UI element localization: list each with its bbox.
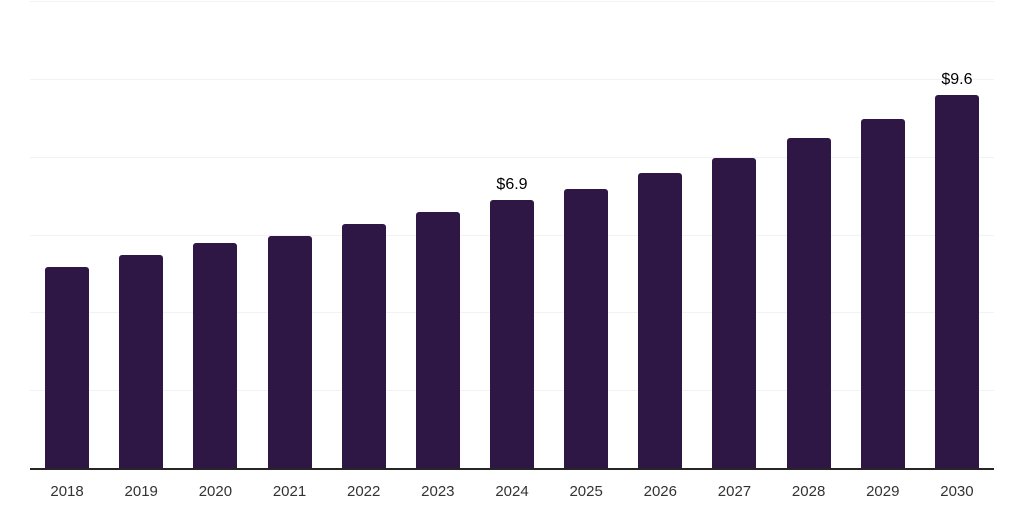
- bar-2030: [934, 95, 979, 469]
- bar-2021: [267, 235, 312, 469]
- value-label-2030: $9.6: [941, 71, 973, 89]
- x-tick-label-2027: 2027: [717, 483, 752, 500]
- gridline-y8: [30, 156, 994, 158]
- x-tick-label-2028: 2028: [791, 483, 826, 500]
- x-tick-label-2023: 2023: [421, 483, 455, 500]
- x-axis-line: [30, 468, 994, 470]
- bar-2023: [415, 212, 460, 469]
- x-tick-label-2018: 2018: [50, 483, 84, 500]
- bar-2028: [786, 138, 831, 469]
- gridline-y12: [30, 1, 994, 2]
- bar-2020: [193, 243, 238, 469]
- gridline-y10: [30, 78, 994, 80]
- bar-2027: [712, 157, 757, 469]
- x-tick-label-2029: 2029: [866, 483, 900, 500]
- x-tick-label-2026: 2026: [643, 483, 677, 500]
- x-tick-label-2022: 2022: [347, 483, 381, 500]
- x-tick-label-2024: 2024: [495, 483, 529, 500]
- bar-2026: [638, 173, 683, 469]
- bar-2022: [341, 223, 386, 469]
- x-tick-label-2020: 2020: [198, 483, 233, 500]
- plot-area: $6.9 $9.6: [30, 1, 994, 470]
- x-tick-label-2019: 2019: [124, 483, 158, 500]
- x-tick-label-2021: 2021: [272, 483, 307, 500]
- value-label-2024: $6.9: [496, 176, 528, 194]
- bar-2024: [490, 200, 534, 469]
- bar-2025: [564, 188, 609, 469]
- x-tick-label-2030: 2030: [940, 483, 974, 500]
- bar-2019: [119, 254, 164, 469]
- bar-2018: [45, 266, 90, 469]
- bar-2029: [860, 118, 905, 469]
- x-tick-label-2025: 2025: [569, 483, 603, 500]
- x-axis-labels: 2018 2019 2020 2021 2022 2023 2024 2025 2026 2027…: [30, 483, 994, 507]
